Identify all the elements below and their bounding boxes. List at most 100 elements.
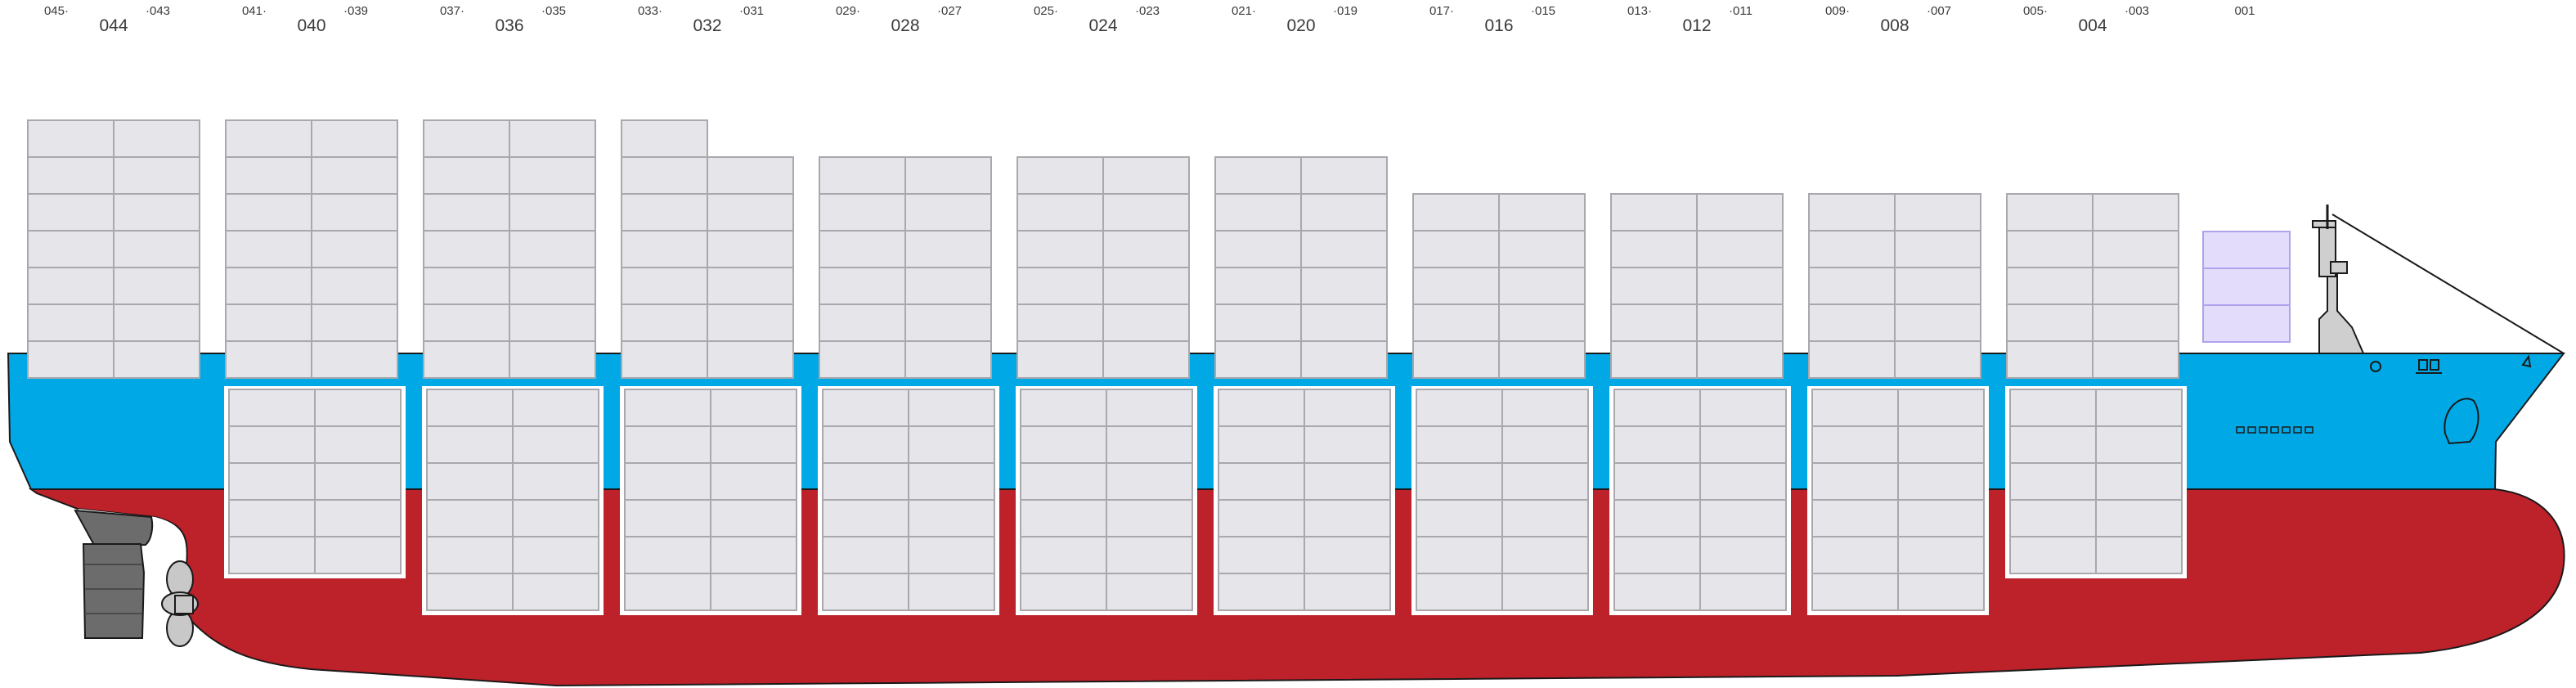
container <box>311 267 398 305</box>
container <box>1218 425 1305 464</box>
reefer-container <box>2202 268 2291 306</box>
deck-stack-004 <box>2006 193 2179 379</box>
container <box>904 230 992 268</box>
container <box>1808 267 1896 305</box>
container <box>822 536 909 574</box>
container <box>1106 573 1193 611</box>
container <box>1304 425 1391 464</box>
container <box>1808 304 1896 342</box>
container <box>1016 340 1104 379</box>
container <box>1218 536 1305 574</box>
container <box>707 230 794 268</box>
container <box>1699 462 1787 501</box>
bay-label: 012 <box>1682 16 1711 35</box>
container <box>908 536 995 574</box>
bay-label-left: 017· <box>1429 4 1454 18</box>
container <box>819 340 906 379</box>
bay-label-left: 013· <box>1627 4 1652 18</box>
container <box>1613 389 1701 427</box>
container <box>621 156 708 195</box>
container <box>624 499 711 537</box>
container <box>1610 304 1698 342</box>
container <box>1501 425 1589 464</box>
container <box>113 156 200 195</box>
container <box>2006 193 2094 232</box>
bay-label-left: 033· <box>638 4 662 18</box>
container <box>27 156 114 195</box>
container <box>426 573 514 611</box>
container <box>509 267 596 305</box>
container <box>1020 389 1107 427</box>
bay-label: 008 <box>1880 16 1909 35</box>
propeller <box>161 560 199 647</box>
deck-stack-008 <box>1808 193 1981 379</box>
container <box>1808 340 1896 379</box>
container <box>1016 304 1104 342</box>
container <box>1102 193 1190 232</box>
deck-stack-024 <box>1016 156 1190 379</box>
container <box>710 389 797 427</box>
rudder-skeg <box>74 509 154 548</box>
container <box>710 573 797 611</box>
container <box>1016 230 1104 268</box>
container <box>621 340 708 379</box>
container <box>904 304 992 342</box>
reefer-container <box>2202 231 2291 269</box>
deck-stack-028 <box>819 156 992 379</box>
container <box>509 193 596 232</box>
bow-markings <box>2236 354 2532 445</box>
container <box>904 156 992 195</box>
container <box>707 156 794 195</box>
container <box>27 340 114 379</box>
container <box>1016 267 1104 305</box>
bay-label-left: 041· <box>242 4 267 18</box>
container <box>1811 536 1899 574</box>
container <box>904 267 992 305</box>
container <box>1610 267 1698 305</box>
container <box>228 389 316 427</box>
container <box>512 536 599 574</box>
bay-label-right: ·039 <box>343 4 368 18</box>
container <box>311 193 398 232</box>
container <box>1498 304 1586 342</box>
container <box>1300 340 1388 379</box>
container <box>314 536 402 574</box>
container <box>1412 267 1500 305</box>
container <box>2095 425 2183 464</box>
container <box>314 425 402 464</box>
bridge-mast <box>2312 205 2565 354</box>
container <box>2095 462 2183 501</box>
container <box>113 304 200 342</box>
container <box>1304 499 1391 537</box>
bay-label-right: ·023 <box>1135 4 1160 18</box>
container <box>1214 304 1302 342</box>
container <box>1300 156 1388 195</box>
container <box>1501 573 1589 611</box>
container <box>1412 304 1500 342</box>
container <box>512 462 599 501</box>
container <box>1416 389 1503 427</box>
bay-label: 028 <box>891 16 919 35</box>
container <box>1501 462 1589 501</box>
container <box>1218 462 1305 501</box>
bay-label-left: 021· <box>1232 4 1256 18</box>
container <box>1020 462 1107 501</box>
container <box>1102 156 1190 195</box>
container <box>1412 340 1500 379</box>
container <box>1412 193 1500 232</box>
container <box>1610 193 1698 232</box>
bay-label: 036 <box>495 16 523 35</box>
container <box>1613 499 1701 537</box>
container <box>2009 462 2097 501</box>
container <box>1699 389 1787 427</box>
bay-label: 024 <box>1088 16 1117 35</box>
container <box>1016 156 1104 195</box>
container <box>113 267 200 305</box>
container <box>113 340 200 379</box>
container <box>225 119 312 158</box>
bay-label-forward: 001 <box>2234 4 2255 18</box>
container <box>2092 304 2179 342</box>
container <box>1699 499 1787 537</box>
container <box>426 462 514 501</box>
container <box>1304 389 1391 427</box>
